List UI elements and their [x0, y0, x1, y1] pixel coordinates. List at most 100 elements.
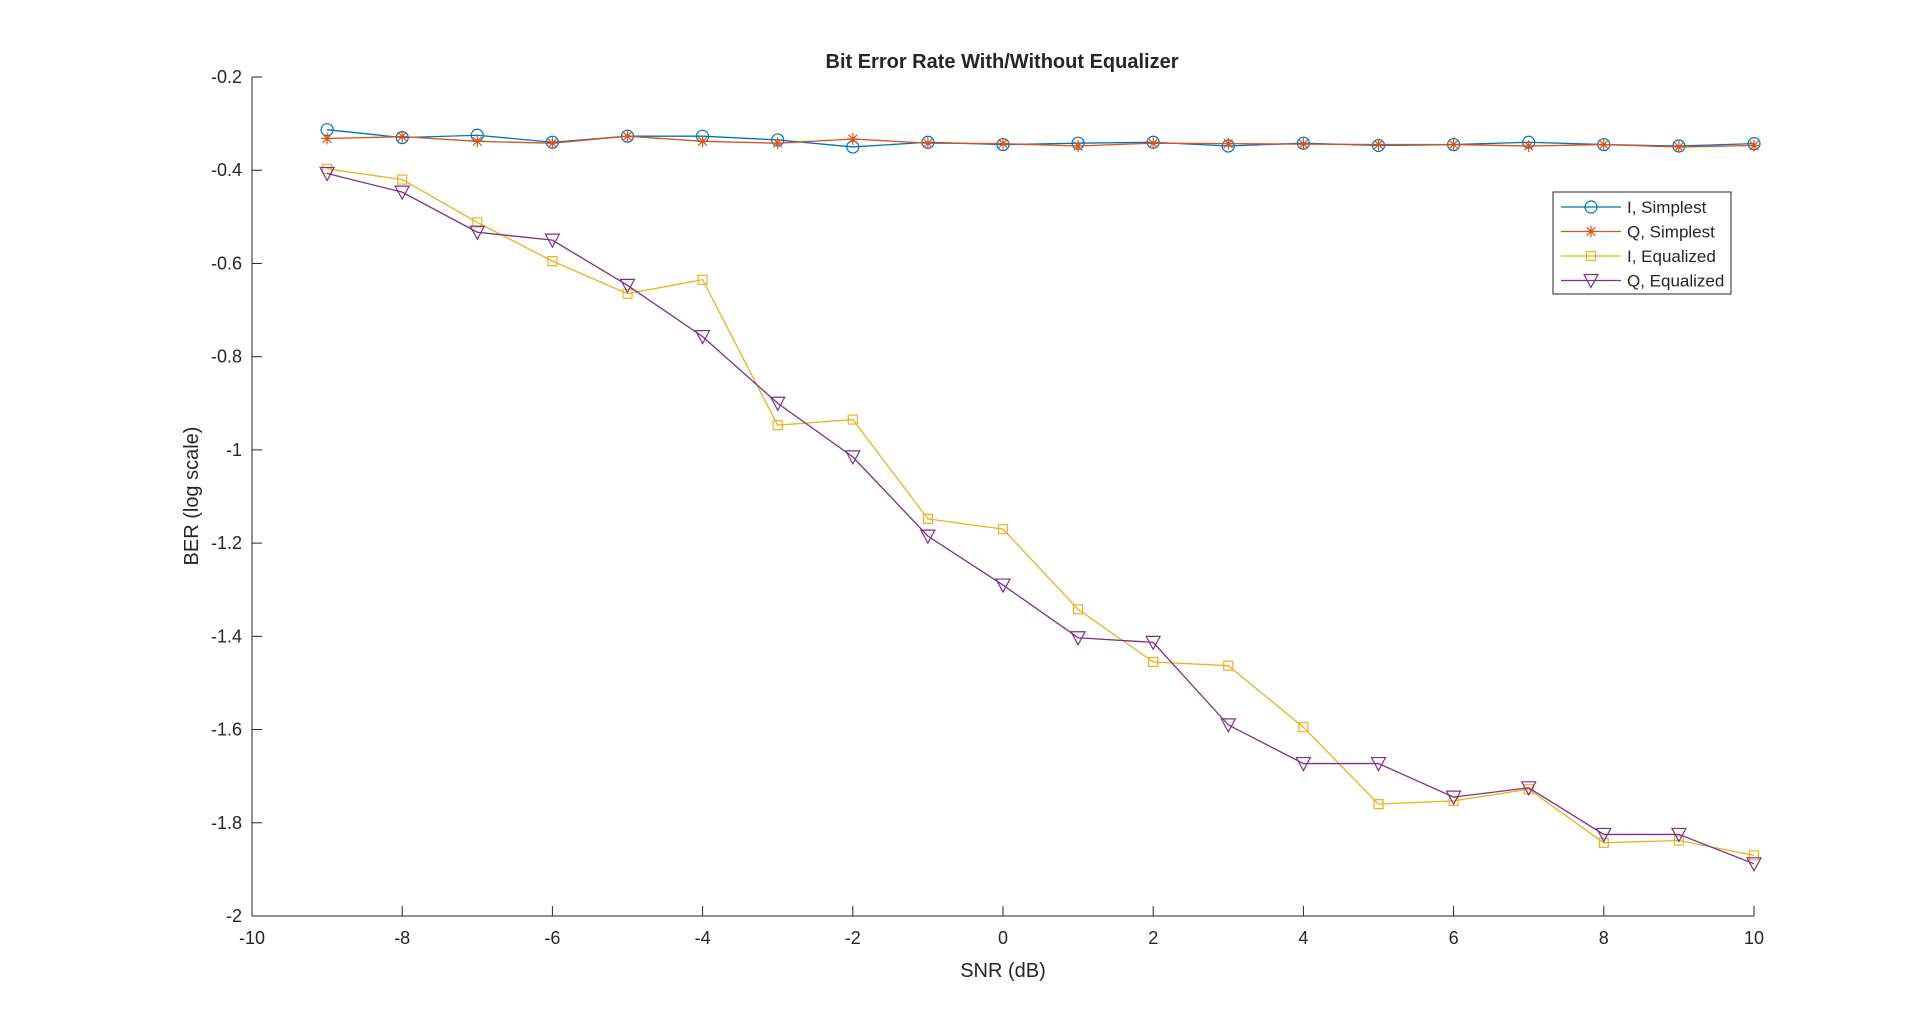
x-tick-label: 10 — [1744, 928, 1764, 948]
x-tick-label: 4 — [1298, 928, 1308, 948]
data-point — [1298, 722, 1309, 733]
data-point — [397, 174, 408, 185]
legend-label: Q, Equalized — [1627, 272, 1724, 291]
data-point — [1372, 138, 1385, 151]
data-point — [1673, 835, 1685, 846]
data-point — [1297, 138, 1310, 151]
y-tick-label: -0.8 — [211, 347, 242, 367]
series-q-simplest — [321, 130, 1760, 153]
x-tick-label: 8 — [1599, 928, 1609, 948]
data-point — [1070, 631, 1087, 646]
data-point — [1748, 850, 1760, 861]
x-tick-label: -10 — [239, 928, 265, 948]
data-point — [844, 450, 861, 466]
data-point — [1222, 137, 1235, 150]
y-tick-label: -1.8 — [211, 813, 242, 833]
x-tick-label: -4 — [695, 928, 711, 948]
axes: -10 -8 -6 -4 -2 0 2 4 6 8 10 -0.2 -0.4 -0.6 -0.8 -1 -1.2… — [211, 67, 1764, 948]
data-point — [619, 278, 636, 294]
data-point — [769, 396, 786, 412]
series-i-equalized — [322, 163, 1760, 861]
series-layer — [319, 123, 1763, 873]
data-point — [1072, 604, 1084, 615]
data-point — [1745, 857, 1763, 873]
data-point — [321, 132, 334, 145]
data-point — [1147, 137, 1160, 150]
x-tick-label: 6 — [1449, 928, 1459, 948]
legend-item: I, Simplest — [1561, 198, 1707, 217]
legend-item: Q, Equalized — [1561, 272, 1724, 291]
data-point — [1370, 756, 1387, 772]
x-tick-label: 2 — [1148, 928, 1158, 948]
data-point — [1223, 660, 1234, 671]
legend-marker — [1584, 200, 1598, 214]
y-tick-label: -0.2 — [211, 67, 242, 87]
data-point — [1072, 139, 1085, 152]
legend-label: Q, Simplest — [1627, 223, 1715, 242]
data-point — [1447, 138, 1460, 151]
data-point — [546, 137, 559, 150]
y-tick-label: -2 — [226, 906, 242, 926]
series-line — [327, 129, 1755, 148]
series-line — [327, 168, 1755, 857]
legend-box — [1552, 191, 1732, 295]
data-point — [997, 524, 1009, 535]
y-tick-label: -0.6 — [211, 253, 242, 273]
x-tick-label: -2 — [845, 928, 861, 948]
data-point — [697, 274, 708, 285]
data-point — [396, 130, 409, 143]
legend-item: I, Equalized — [1561, 247, 1716, 266]
data-point — [471, 135, 484, 148]
data-point — [772, 420, 783, 431]
data-point — [921, 137, 934, 150]
y-tick-label: -0.4 — [211, 160, 242, 180]
data-point — [472, 217, 483, 228]
data-point — [1445, 790, 1462, 806]
data-point — [1520, 781, 1537, 797]
series-line — [326, 172, 1755, 865]
y-axis-label: BER (log scale) — [181, 427, 203, 566]
y-tick-label: -1.4 — [211, 626, 242, 646]
legend: I, Simplest Q, Simplest I, Equalized Q, Equ… — [1552, 191, 1732, 295]
data-point — [922, 513, 934, 524]
data-point — [1373, 799, 1384, 810]
data-point — [394, 185, 411, 201]
legend-label: I, Simplest — [1627, 198, 1707, 217]
legend-marker — [1585, 250, 1597, 262]
data-point — [622, 288, 633, 299]
data-point — [694, 330, 711, 345]
data-point — [621, 130, 634, 143]
data-point — [544, 233, 561, 249]
data-point — [997, 137, 1009, 150]
data-point — [994, 578, 1012, 594]
chart-title: Bit Error Rate With/Without Equalizer — [826, 51, 1179, 73]
data-point — [1748, 139, 1760, 152]
legend-marker — [1585, 225, 1597, 238]
legend-item: Q, Simplest — [1561, 223, 1715, 242]
data-point — [1672, 140, 1685, 153]
data-point — [1522, 139, 1535, 152]
data-point — [771, 137, 784, 150]
data-point — [696, 135, 709, 148]
data-point — [847, 414, 858, 425]
x-tick-label: 0 — [998, 928, 1008, 948]
data-point — [1670, 827, 1687, 843]
legend-label: I, Equalized — [1627, 247, 1716, 266]
data-point — [1145, 635, 1162, 651]
data-point — [319, 166, 336, 182]
legend-marker — [1582, 273, 1600, 289]
y-tick-label: -1.6 — [211, 720, 242, 740]
plot-area — [252, 77, 1754, 916]
series-q-equalized — [319, 166, 1763, 873]
series-line — [327, 135, 1755, 148]
data-point — [1148, 656, 1159, 668]
data-point — [547, 256, 558, 267]
y-tick-label: -1 — [226, 440, 242, 460]
y-tick-label: -1.2 — [211, 533, 242, 553]
data-point — [1597, 138, 1610, 151]
data-point — [919, 529, 936, 545]
x-tick-label: -6 — [544, 928, 560, 948]
data-point — [1295, 756, 1312, 772]
